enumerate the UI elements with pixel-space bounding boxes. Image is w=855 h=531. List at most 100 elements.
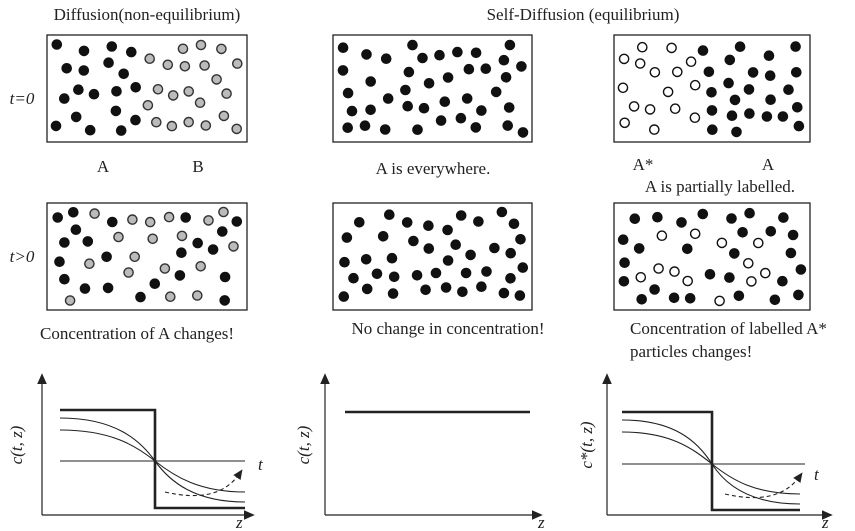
- particle: [118, 68, 129, 80]
- particle: [724, 54, 736, 66]
- particle: [123, 267, 134, 278]
- particle: [498, 54, 510, 66]
- curve: [621, 419, 801, 505]
- particle: [777, 275, 788, 287]
- label: B: [192, 157, 203, 176]
- particle: [82, 236, 94, 247]
- particle: [734, 41, 746, 53]
- particle: [167, 90, 179, 101]
- particle: [231, 123, 242, 135]
- particle: [142, 100, 154, 111]
- particle: [68, 206, 79, 218]
- particle: [689, 228, 701, 240]
- particle: [430, 267, 442, 279]
- particle: [228, 241, 239, 252]
- particle: [59, 237, 70, 248]
- particle: [498, 287, 510, 299]
- particle: [52, 212, 64, 223]
- particle: [682, 275, 694, 287]
- particle: [455, 210, 467, 221]
- particle: [656, 230, 668, 241]
- particle: [791, 67, 802, 78]
- particle: [159, 263, 171, 274]
- particle: [465, 249, 476, 261]
- particle: [383, 209, 395, 220]
- particle: [769, 294, 781, 306]
- particle: [778, 212, 789, 223]
- particle: [126, 46, 137, 58]
- axis-label: z: [821, 513, 829, 531]
- particle: [59, 93, 70, 104]
- particle: [195, 260, 206, 272]
- particle: [669, 266, 680, 277]
- particle: [180, 212, 191, 223]
- particle: [179, 61, 191, 72]
- particle: [662, 86, 674, 98]
- particle: [496, 206, 508, 218]
- particle: [457, 286, 468, 298]
- particle: [216, 43, 227, 55]
- particle: [353, 216, 365, 228]
- particle: [795, 264, 807, 275]
- graph: c*(t, z) z t: [577, 373, 833, 531]
- particle: [618, 275, 630, 287]
- particle: [744, 108, 755, 119]
- particle: [408, 235, 419, 247]
- particle: [388, 271, 400, 283]
- particle: [753, 237, 764, 249]
- particle: [476, 281, 487, 293]
- particle: [480, 63, 492, 74]
- particle: [636, 293, 648, 305]
- particle: [634, 58, 646, 69]
- particle: [714, 295, 725, 307]
- particle: [489, 242, 500, 254]
- particle: [514, 290, 526, 301]
- particle: [418, 102, 430, 114]
- particle: [348, 272, 359, 284]
- particle: [628, 101, 640, 112]
- particle: [50, 120, 62, 132]
- particle: [73, 84, 84, 95]
- particle: [386, 252, 398, 264]
- particle: [746, 276, 757, 287]
- header: Self-Diffusion (equilibrium): [487, 5, 680, 24]
- particle: [218, 206, 229, 218]
- particle: [402, 100, 414, 112]
- caption: Concentration of labelled A*: [630, 319, 827, 338]
- particle: [649, 67, 661, 78]
- label: A: [762, 155, 775, 174]
- particle: [110, 105, 122, 117]
- particle: [733, 290, 745, 302]
- particle: [103, 57, 114, 69]
- particle: [89, 208, 100, 219]
- particle: [162, 59, 174, 71]
- label: A*: [633, 155, 654, 174]
- particle: [697, 45, 709, 56]
- particle: [377, 230, 389, 242]
- box: [613, 202, 811, 311]
- particle: [760, 267, 771, 279]
- particle: [79, 283, 91, 294]
- particle: [723, 77, 734, 89]
- particle: [84, 258, 95, 270]
- axis-label: c(t, z): [7, 425, 26, 464]
- t-label: t: [258, 455, 264, 474]
- particle: [729, 94, 741, 106]
- axis-label: z: [235, 513, 243, 531]
- arrow: [164, 469, 243, 497]
- particle: [337, 42, 349, 54]
- particle: [442, 255, 454, 266]
- particle: [365, 104, 376, 116]
- particle: [70, 111, 82, 123]
- particle: [231, 58, 243, 69]
- particle: [192, 237, 203, 249]
- particle: [706, 87, 717, 98]
- particle: [200, 120, 212, 131]
- particle: [144, 53, 155, 65]
- particle: [149, 278, 161, 290]
- particle: [101, 251, 112, 263]
- particle: [174, 270, 186, 281]
- particle: [442, 72, 454, 83]
- particle: [517, 127, 529, 138]
- particle: [676, 217, 687, 228]
